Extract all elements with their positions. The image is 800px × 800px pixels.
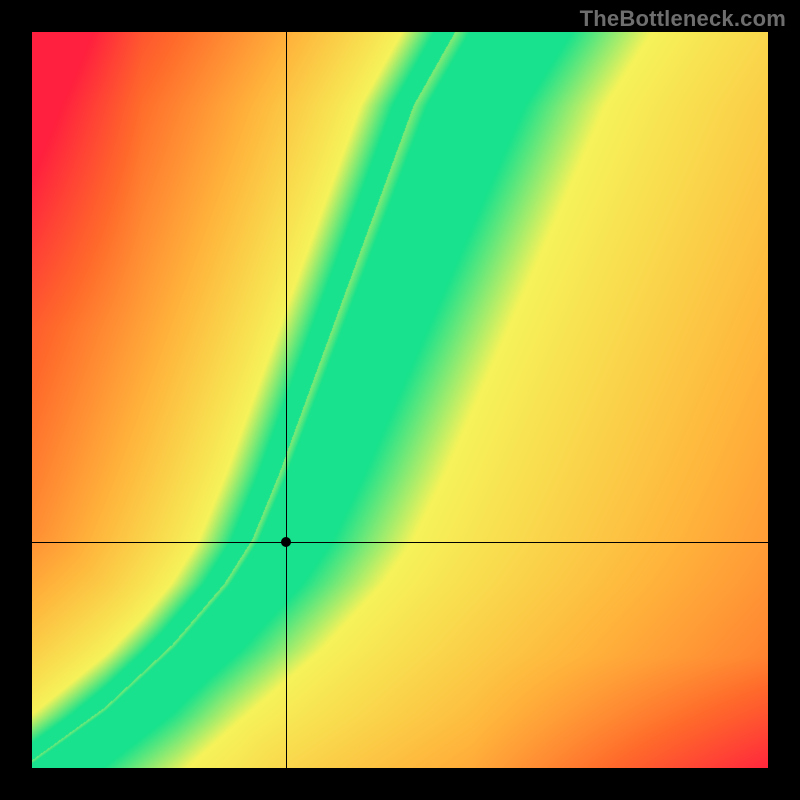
crosshair-horizontal	[32, 542, 768, 543]
crosshair-marker	[281, 537, 291, 547]
heatmap-canvas	[32, 32, 768, 768]
watermark-text: TheBottleneck.com	[580, 6, 786, 32]
heatmap-plot	[32, 32, 768, 768]
crosshair-vertical	[286, 32, 287, 768]
